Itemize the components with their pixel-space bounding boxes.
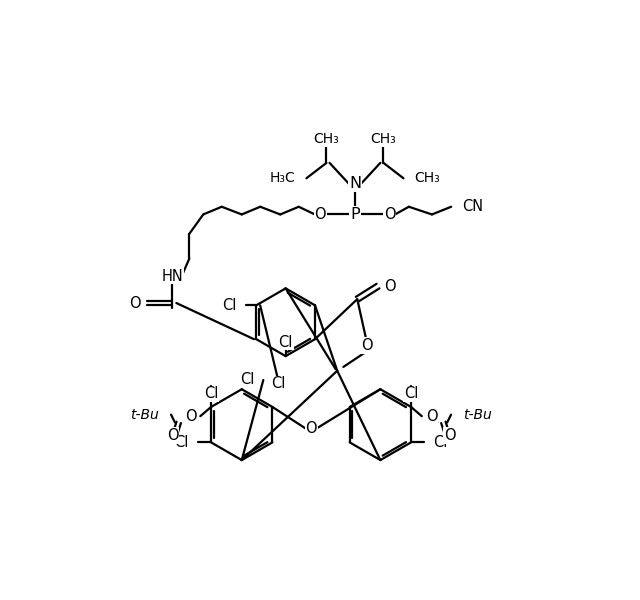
Text: t-Bu: t-Bu — [463, 407, 492, 422]
Text: O: O — [384, 278, 396, 293]
Text: Cl: Cl — [174, 435, 189, 450]
Text: N: N — [349, 176, 361, 191]
Text: O: O — [305, 421, 317, 436]
Text: O: O — [167, 428, 179, 443]
Text: O: O — [314, 207, 326, 222]
Text: Cl: Cl — [433, 435, 448, 450]
Text: O: O — [444, 428, 455, 443]
Text: O: O — [384, 207, 396, 222]
Text: O: O — [426, 409, 437, 424]
Text: Cl: Cl — [278, 335, 293, 350]
Text: Cl: Cl — [404, 386, 418, 401]
Text: Cl: Cl — [222, 298, 236, 313]
Text: O: O — [185, 409, 196, 424]
Text: O: O — [361, 338, 372, 353]
Text: Cl: Cl — [271, 376, 285, 391]
Text: Cl: Cl — [204, 386, 218, 401]
Text: CH₃: CH₃ — [414, 171, 440, 185]
Text: CH₃: CH₃ — [371, 132, 396, 146]
Text: CH₃: CH₃ — [314, 132, 339, 146]
Text: Cl: Cl — [240, 373, 254, 388]
Text: t-Bu: t-Bu — [130, 407, 159, 422]
Text: H₃C: H₃C — [270, 171, 296, 185]
Text: CN: CN — [462, 199, 483, 214]
Text: O: O — [129, 295, 141, 311]
Text: HN: HN — [161, 269, 183, 284]
Text: P: P — [350, 207, 360, 222]
